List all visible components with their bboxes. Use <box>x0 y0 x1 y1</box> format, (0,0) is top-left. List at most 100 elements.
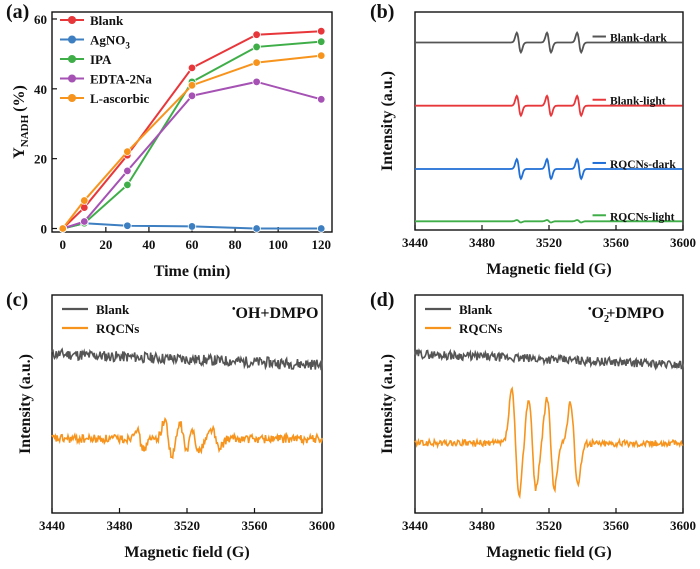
data-point-a <box>252 224 261 233</box>
legend-label-a: L-ascorbic <box>90 91 149 106</box>
data-point-a <box>123 180 132 190</box>
y-axis-title-a-main: Y <box>11 147 28 159</box>
x-tick-label: 3560 <box>603 518 629 533</box>
panel-title-d: •O2-+DMPO <box>588 303 664 325</box>
x-tick-label: 3520 <box>536 518 562 533</box>
legend-label: Blank <box>96 302 130 317</box>
data-point-a <box>123 221 132 230</box>
legend-label-b: Blank-dark <box>610 33 667 45</box>
data-point-a <box>252 58 261 67</box>
x-axis-title-b: Magnetic field (G) <box>486 261 611 278</box>
epr-trace-b <box>415 94 683 118</box>
data-point-a <box>317 224 326 233</box>
epr-trace <box>414 386 684 500</box>
epr-trace-b <box>415 157 683 181</box>
data-point-a <box>187 81 197 90</box>
legend-marker-a <box>68 35 76 44</box>
data-point-a <box>187 63 197 73</box>
x-axis-title-a: Time (min) <box>154 263 231 280</box>
panel-label-d: (d) <box>370 289 394 311</box>
legend-label: RQCNs <box>96 321 139 336</box>
x-tick-label: 3520 <box>174 518 200 533</box>
data-point-a <box>252 30 261 39</box>
data-point-a <box>123 147 132 156</box>
epr-trace <box>414 347 684 371</box>
x-tick-label: 3440 <box>402 518 428 533</box>
legend-marker-a <box>68 74 76 83</box>
x-tick-label: 3600 <box>670 518 696 533</box>
y-axis-title-a: YNADH (%) <box>11 85 31 159</box>
y-tick-label-a: 40 <box>34 82 47 97</box>
data-point-a <box>317 51 326 60</box>
data-point-a <box>187 222 197 231</box>
legend-label-b: RQCNs-light <box>610 211 675 223</box>
x-tick-label-a: 100 <box>268 237 288 252</box>
series-line-a <box>62 30 322 230</box>
legend-label-a: Blank <box>90 13 124 28</box>
panel-title-c: •OH+DMPO <box>232 304 318 322</box>
y-tick-label-a: 0 <box>41 222 48 237</box>
legend-label-b: Blank-light <box>610 96 666 108</box>
epr-trace <box>51 416 323 460</box>
x-tick-label-a: 40 <box>142 237 155 252</box>
x-tick-label-a: 120 <box>311 237 331 252</box>
chart-c: 3440 3480 3520 3560 3600 Blank RQCNs •OH+DMPO… <box>17 294 335 561</box>
legend-label-a: EDTA-2Na <box>90 72 152 87</box>
data-point-a <box>80 196 89 205</box>
legend-label: RQCNs <box>459 321 502 336</box>
legend-marker-a <box>68 55 76 63</box>
data-point-a <box>252 42 261 52</box>
data-point-a <box>187 91 197 101</box>
panel-title-d-o: O <box>592 305 604 322</box>
x-axis-title-d: Magnetic field (G) <box>486 544 611 561</box>
x-tick-label: 3600 <box>670 235 696 250</box>
data-point-a <box>123 166 132 176</box>
x-tick-label-a: 60 <box>186 237 199 252</box>
legend-label-b: RQCNs-dark <box>610 159 676 171</box>
x-tick-label: 3440 <box>39 518 65 533</box>
legend-marker-a <box>68 94 76 102</box>
y-tick-label-a: 20 <box>34 152 47 167</box>
panel-label-b: (b) <box>370 1 394 23</box>
panel-title-c-dot: • <box>232 304 236 315</box>
panel-label-c: (c) <box>6 289 28 311</box>
x-tick-label: 3560 <box>242 518 268 533</box>
data-point-a <box>58 224 67 233</box>
y-tick-label-a: 60 <box>34 12 47 27</box>
legend-marker-a <box>68 16 76 24</box>
data-point-a <box>317 37 326 46</box>
epr-trace-b <box>415 31 683 55</box>
epr-trace-b <box>415 219 683 224</box>
x-tick-label: 3480 <box>469 235 495 250</box>
legend-label: Blank <box>459 302 493 317</box>
data-point-a <box>317 27 326 36</box>
legend-label-a: AgNO3 <box>90 33 130 51</box>
chart-b: 3440 3480 3520 3560 3600 Blank-dark Blank-lig… <box>379 11 696 278</box>
y-axis-title-b: Intensity (a.u.) <box>379 71 396 171</box>
x-tick-label: 3560 <box>603 235 629 250</box>
x-tick-label: 3480 <box>469 518 495 533</box>
x-tick-label-a: 80 <box>229 237 242 252</box>
plot-frame-c <box>51 294 323 514</box>
y-axis-title-c: Intensity (a.u.) <box>17 354 34 454</box>
x-tick-label-a: 0 <box>60 237 67 252</box>
panel-title-d-end: +DMPO <box>606 305 664 322</box>
chart-d: 3440 3480 3520 3560 3600 Blank RQCNs •O2-+DMP… <box>379 294 696 561</box>
epr-trace <box>51 347 323 371</box>
legend-label-a: IPA <box>90 52 112 67</box>
panel-title-c-text: OH+DMPO <box>236 305 319 322</box>
panel-title-d-sup: - <box>603 303 606 314</box>
panel-title-d-sub: 2 <box>604 314 609 325</box>
x-tick-label-a: 20 <box>99 237 112 252</box>
x-tick-label: 3440 <box>402 235 428 250</box>
y-axis-title-a-unit: (%) <box>11 85 28 112</box>
y-axis-title-d: Intensity (a.u.) <box>379 354 396 454</box>
x-tick-label: 3520 <box>536 235 562 250</box>
panel-label-a: (a) <box>6 1 29 23</box>
y-axis-title-a-sub: NADH <box>19 114 31 147</box>
data-point-a <box>80 217 89 226</box>
data-point-a <box>252 77 261 87</box>
series-line-a <box>61 54 322 230</box>
